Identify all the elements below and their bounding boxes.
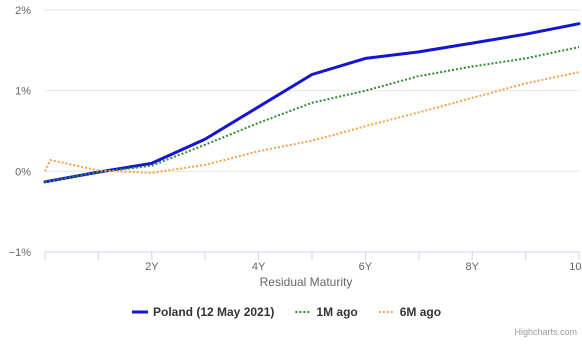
y-tick-label: 2% <box>15 5 31 17</box>
x-tick-label: 8Y <box>465 261 479 273</box>
legend-item-1m-ago[interactable]: 1M ago <box>295 305 358 319</box>
x-tick-label: 10Y <box>569 261 582 273</box>
x-axis: 2Y 4Y 6Y 8Y 10Y <box>44 251 582 273</box>
y-tick-label: −1% <box>9 247 32 259</box>
legend: Poland (12 May 2021) 1M ago 6M ago <box>132 305 441 319</box>
legend-label: Poland (12 May 2021) <box>153 305 274 319</box>
y-axis: 2% 1% 0% −1% <box>9 5 32 259</box>
x-axis-title: Residual Maturity <box>260 275 353 289</box>
y-tick-label: 0% <box>15 166 31 178</box>
x-tick-label: 4Y <box>252 261 266 273</box>
legend-item-6m-ago[interactable]: 6M ago <box>378 305 441 319</box>
series-line-1m-ago <box>44 46 580 183</box>
legend-label: 6M ago <box>400 305 441 319</box>
series-line-6m-ago <box>44 71 580 174</box>
series-lines <box>43 22 581 184</box>
x-tick-label: 2Y <box>145 261 159 273</box>
legend-label: 1M ago <box>316 305 357 319</box>
x-tick-label: 6Y <box>359 261 373 273</box>
series-line-poland-12-may-2021 <box>43 22 581 184</box>
legend-item-poland-12-may-2021[interactable]: Poland (12 May 2021) <box>132 305 274 319</box>
credits-link[interactable]: Highcharts.com <box>514 327 577 337</box>
y-tick-label: 1% <box>15 86 31 98</box>
